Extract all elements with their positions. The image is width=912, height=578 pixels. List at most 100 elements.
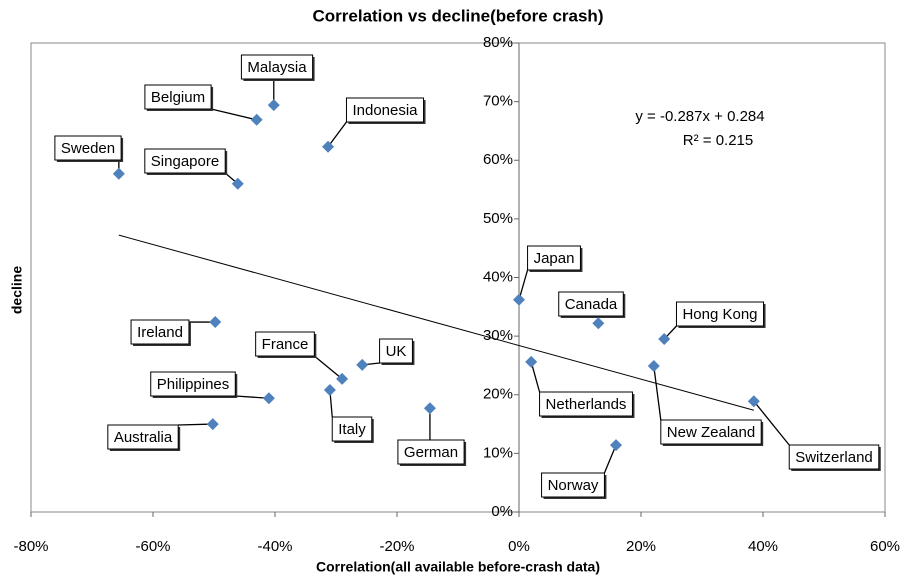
- point: [356, 358, 369, 371]
- callout-box: [397, 439, 465, 465]
- callout: Sweden: [54, 135, 124, 174]
- x-tick-label: -80%: [13, 538, 48, 555]
- point: [336, 372, 349, 385]
- trendline: [118, 234, 754, 411]
- x-tick-label: -40%: [257, 538, 292, 555]
- callout-pointer: [210, 108, 257, 121]
- point-label: Netherlands: [546, 396, 627, 413]
- point: [112, 167, 125, 180]
- callout: Italy: [329, 390, 374, 443]
- callout-pointer: [313, 355, 343, 380]
- point-label: Indonesia: [352, 102, 418, 119]
- x-tick-label: 0%: [508, 538, 530, 555]
- plot-frame: [30, 42, 886, 513]
- callout-box: [107, 424, 179, 450]
- x-tick-label: 60%: [870, 538, 900, 555]
- point-label: Sweden: [61, 140, 115, 157]
- callout-pointer: [530, 361, 541, 393]
- point-label: Italy: [338, 421, 366, 438]
- point: [322, 140, 335, 153]
- y-tick-label: 80%: [483, 34, 513, 51]
- callout-box: [539, 391, 633, 417]
- point: [747, 395, 760, 408]
- y-tick-label: 50%: [483, 210, 513, 227]
- x-tick-label: 40%: [748, 538, 778, 555]
- y-tick-label: 40%: [483, 268, 513, 285]
- x-tick-label: -60%: [135, 538, 170, 555]
- callout: Switzerland: [753, 400, 881, 471]
- callout-box: [150, 371, 236, 397]
- callout: New Zealand: [653, 365, 764, 446]
- callout: Singapore: [144, 148, 239, 185]
- trend-r2: R² = 0.215: [683, 132, 753, 149]
- callout-box: [54, 135, 122, 161]
- callout-box: [331, 416, 373, 442]
- callout-box: [660, 419, 762, 445]
- point-label: Malaysia: [247, 59, 307, 76]
- callout-box: [130, 319, 190, 345]
- y-tick-label: 70%: [483, 93, 513, 110]
- y-tick-label: 60%: [483, 151, 513, 168]
- point-label: France: [262, 336, 309, 353]
- callout-pointer: [518, 269, 529, 300]
- callout-box: [541, 472, 605, 498]
- callout: UK: [362, 338, 415, 366]
- callout-box: [527, 245, 581, 271]
- point: [267, 99, 280, 112]
- point-label: Australia: [114, 429, 173, 446]
- point-label: UK: [386, 343, 407, 360]
- point-label: Philippines: [157, 376, 230, 393]
- point-label: Norway: [548, 477, 599, 494]
- point-label: Hong Kong: [682, 306, 757, 323]
- y-tick-label: 10%: [483, 444, 513, 461]
- callout: Netherlands: [530, 361, 635, 418]
- point-label: German: [404, 444, 458, 461]
- point: [209, 316, 222, 329]
- point-label: Belgium: [151, 89, 205, 106]
- point-label: Singapore: [151, 153, 219, 170]
- callout-box: [558, 291, 624, 317]
- point-label: New Zealand: [667, 424, 755, 441]
- point: [250, 113, 263, 126]
- callout-pointer: [653, 365, 662, 421]
- callout: Japan: [518, 245, 583, 300]
- point: [323, 384, 336, 397]
- callout: Ireland: [130, 319, 216, 346]
- callout-box: [379, 338, 413, 364]
- point: [525, 355, 538, 368]
- x-tick-label: 20%: [626, 538, 656, 555]
- point-label: Canada: [565, 296, 618, 313]
- point-label: Japan: [534, 250, 575, 267]
- point-label: Ireland: [137, 324, 183, 341]
- point: [423, 402, 436, 415]
- point: [206, 418, 219, 431]
- chart-title: Correlation vs decline(before crash): [313, 6, 604, 25]
- point: [231, 177, 244, 190]
- callout-box: [675, 301, 765, 327]
- callout-pointer: [603, 444, 617, 474]
- y-tick-label: 20%: [483, 386, 513, 403]
- point: [647, 360, 660, 373]
- callout: Belgium: [144, 84, 257, 121]
- point: [658, 333, 671, 346]
- callout-box: [255, 331, 315, 357]
- y-tick-label: 0%: [491, 503, 513, 520]
- callout-box: [240, 54, 314, 80]
- y-axis-title: decline: [9, 266, 25, 314]
- point-label: Switzerland: [795, 449, 873, 466]
- trend-equation: y = -0.287x + 0.284: [635, 108, 764, 125]
- callout-box: [144, 148, 226, 174]
- callout: Australia: [107, 423, 213, 451]
- x-axis-title: Correlation(all available before-crash d…: [316, 559, 600, 575]
- callout-pointer: [327, 121, 347, 148]
- point: [513, 293, 525, 306]
- point: [592, 317, 605, 330]
- callout: France: [255, 331, 343, 380]
- callout: Canada: [558, 291, 626, 324]
- callout: Philippines: [150, 371, 269, 399]
- callout-pointer: [753, 400, 790, 446]
- callout: German: [397, 408, 467, 466]
- callout: Malaysia: [240, 54, 315, 106]
- point: [609, 439, 622, 452]
